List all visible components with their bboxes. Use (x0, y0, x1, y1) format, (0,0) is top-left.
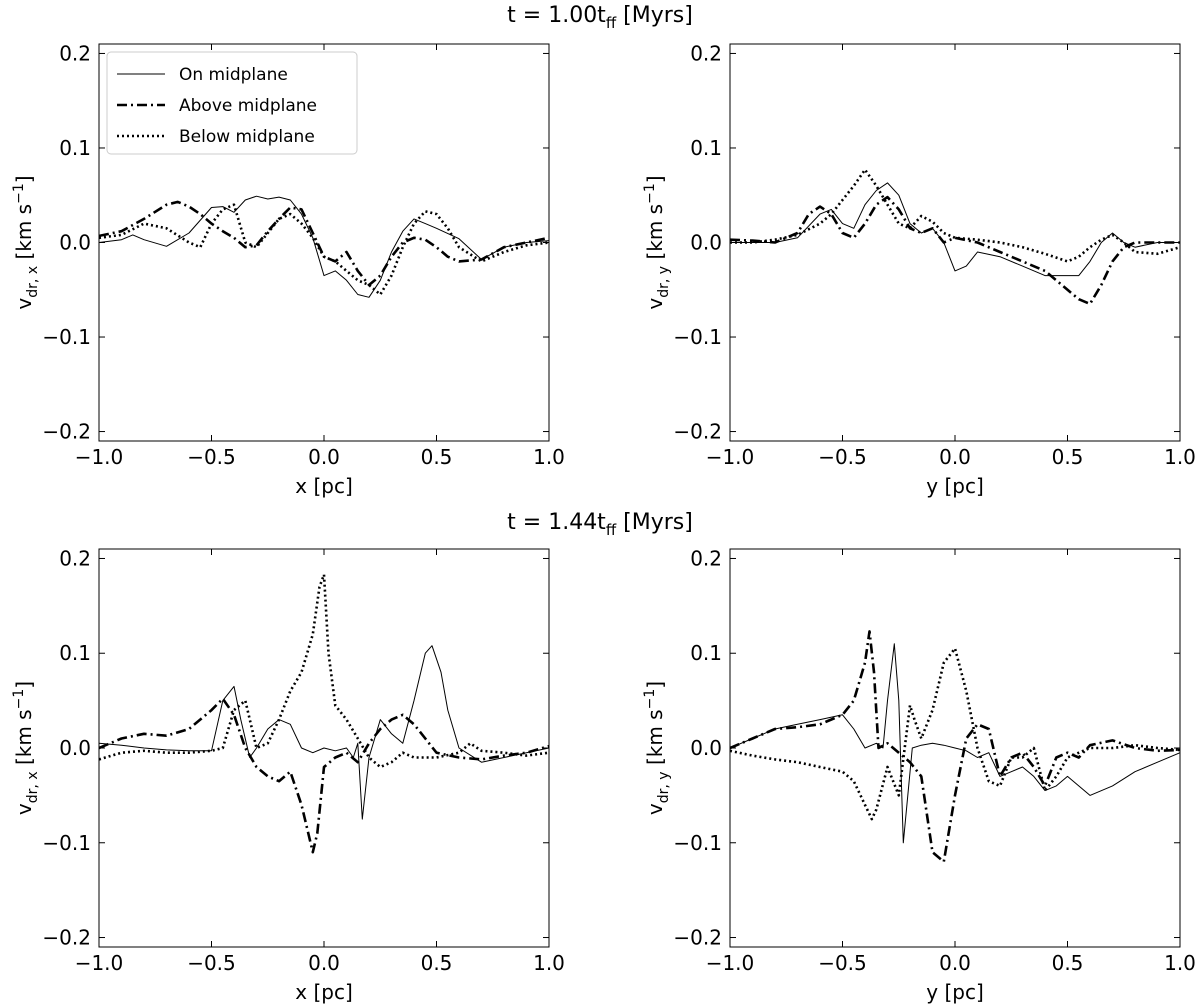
panel-3: −1.0 −0.5 0.0 0.5 1.0 −0.2 −0.1 0.0 0.1 0.2 x [pc]… (11, 546, 565, 1004)
y-tick-label: 0.2 (59, 546, 91, 570)
x-tick-label: 0.0 (939, 951, 971, 975)
x-tick-label: 0.5 (421, 951, 453, 975)
x-axis-label: y [pc] (926, 474, 984, 498)
panel-4: −1.0 −0.5 0.0 0.5 1.0 −0.2 −0.1 0.0 0.1 0.2 y [pc]… (642, 546, 1196, 1004)
x-tick-label: −0.5 (818, 951, 867, 975)
series-line-above-midplane (99, 200, 549, 287)
y-tick-label: 0.2 (59, 41, 91, 65)
x-tick-label: 0.0 (308, 951, 340, 975)
series-line-below-midplane (99, 203, 549, 296)
x-tick-label: 0.5 (421, 445, 453, 469)
x-axis-label: x [pc] (295, 980, 353, 1004)
x-tick-label: 1.0 (1164, 445, 1196, 469)
y-axis-label: vdr, x [km s−1] (11, 681, 41, 815)
x-tick-label: 0.5 (1052, 445, 1084, 469)
series-line-on-midplane (99, 195, 549, 298)
x-tick-label: −0.5 (187, 951, 236, 975)
legend-label: Below midplane (179, 127, 315, 147)
y-tick-label: −0.2 (673, 420, 722, 444)
panel-2: −1.0 −0.5 0.0 0.5 1.0 −0.2 −0.1 0.0 0.1 0.2 y [pc]… (642, 41, 1196, 498)
series-line-on-midplane (99, 645, 549, 820)
plot-frame (729, 43, 1181, 442)
row-title-top: t = 1.00tff [Myrs] (507, 3, 693, 32)
y-tick-label: −0.1 (42, 831, 91, 855)
y-tick-label: 0.2 (690, 41, 722, 65)
y-tick-label: 0.1 (59, 641, 91, 665)
series-line-above-midplane (730, 630, 1180, 863)
row-title-bottom: t = 1.44tff [Myrs] (507, 510, 693, 539)
y-tick-label: −0.2 (42, 926, 91, 950)
x-axis-label: x [pc] (295, 474, 353, 498)
y-tick-label: 0.0 (59, 231, 91, 255)
x-tick-label: 0.0 (939, 445, 971, 469)
y-axis-label: vdr, y [km s−1] (642, 681, 672, 815)
y-tick-label: 0.1 (690, 136, 722, 160)
panel-1: −1.0 −0.5 0.0 0.5 1.0 −0.2 −0.1 0.0 0.1 0.2 x [pc]… (11, 41, 565, 498)
legend-box (106, 51, 358, 155)
x-axis-label: y [pc] (926, 980, 984, 1004)
y-tick-label: −0.2 (673, 926, 722, 950)
y-tick-label: −0.1 (673, 831, 722, 855)
series-line-above-midplane (730, 195, 1180, 306)
y-tick-label: −0.1 (42, 325, 91, 349)
legend: On midplane Above midplane Below midplane (106, 51, 358, 155)
y-tick-label: −0.1 (673, 325, 722, 349)
series-line-below-midplane (99, 573, 549, 769)
y-axis-label: vdr, x [km s−1] (11, 175, 41, 309)
y-tick-label: 0.1 (690, 641, 722, 665)
y-tick-label: 0.0 (690, 231, 722, 255)
x-tick-label: −1.0 (75, 951, 124, 975)
series-line-below-midplane (730, 647, 1180, 821)
x-tick-label: −1.0 (706, 445, 755, 469)
series-line-below-midplane (730, 168, 1180, 263)
y-axis-label: vdr, y [km s−1] (642, 175, 672, 309)
x-tick-label: 1.0 (1164, 951, 1196, 975)
series-line-on-midplane (730, 643, 1180, 844)
x-tick-label: 0.0 (308, 445, 340, 469)
x-tick-label: −0.5 (187, 445, 236, 469)
x-tick-label: 1.0 (533, 445, 565, 469)
x-tick-label: −1.0 (75, 445, 124, 469)
x-tick-label: −0.5 (818, 445, 867, 469)
x-tick-label: 0.5 (1052, 951, 1084, 975)
x-tick-label: 1.0 (533, 951, 565, 975)
y-tick-label: 0.0 (59, 736, 91, 760)
legend-label: On midplane (179, 65, 288, 85)
y-tick-label: 0.0 (690, 736, 722, 760)
y-tick-label: −0.2 (42, 420, 91, 444)
legend-label: Above midplane (179, 96, 317, 116)
y-tick-label: 0.1 (59, 136, 91, 160)
y-tick-label: 0.2 (690, 546, 722, 570)
series-line-above-midplane (99, 697, 549, 854)
x-tick-label: −1.0 (706, 951, 755, 975)
